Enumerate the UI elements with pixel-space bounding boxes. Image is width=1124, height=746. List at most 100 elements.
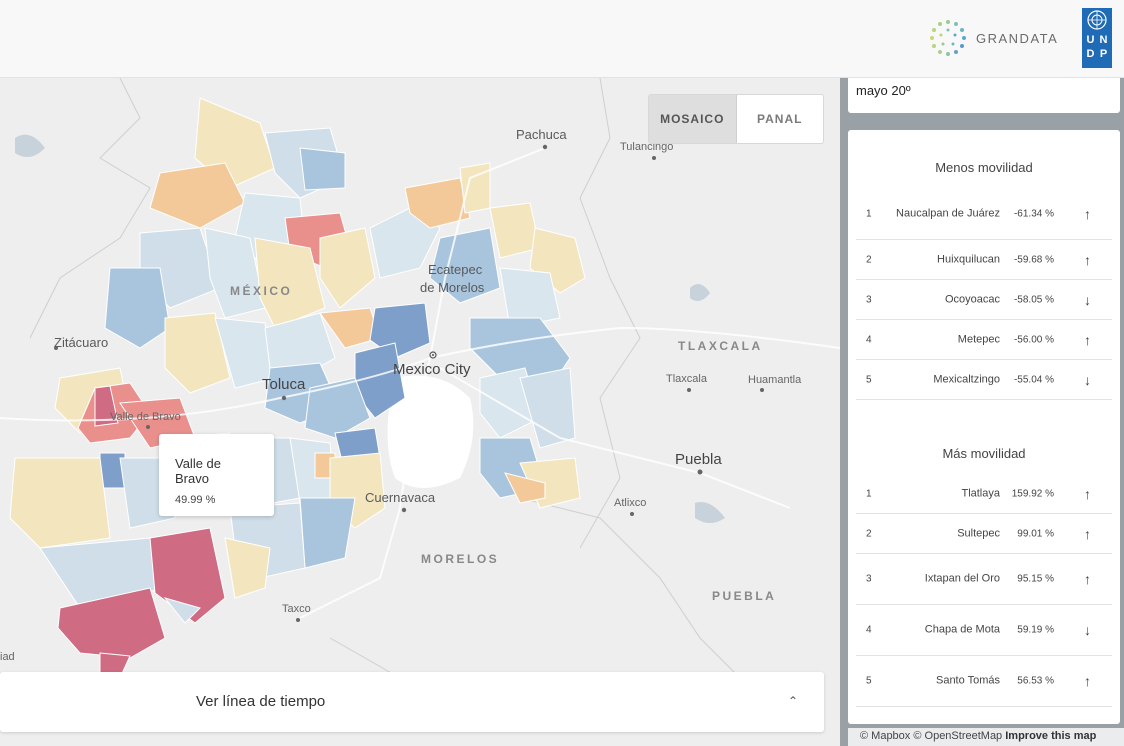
- row-value: 59.19 %: [1017, 624, 1054, 636]
- arrow-up-icon: ↑: [1084, 673, 1091, 689]
- huamantla-marker: [760, 388, 764, 392]
- map-tooltip: Valle de Bravo 49.99 %: [159, 434, 274, 516]
- row-value: -61.34 %: [1013, 208, 1054, 219]
- improve-map-link[interactable]: Improve this map: [1005, 730, 1097, 742]
- row-municipality: Santo Tomás: [935, 674, 1000, 687]
- row-rank: 4: [866, 624, 872, 636]
- panel-button[interactable]: PANAL: [757, 112, 803, 126]
- less-mobility-row[interactable]: 1 Naucalpan de Juárez -61.34 % ↑: [856, 188, 1112, 240]
- tulancingo-marker: [652, 156, 656, 160]
- map-label-tulancingo: Tulancingo: [620, 141, 674, 153]
- map-attribution: © Mapbox © OpenStreetMap Improve this ma…: [848, 728, 1124, 746]
- mosaic-button[interactable]: MOSAICO: [649, 95, 737, 143]
- map-label-tlaxcala-state: TLAXCALA: [678, 339, 763, 353]
- row-rank: 4: [866, 334, 872, 345]
- more-mobility-row[interactable]: 4 Chapa de Mota 59.19 % ↓: [856, 605, 1112, 656]
- row-value: -58.05 %: [1013, 294, 1054, 305]
- tooltip-value: 49.99 %: [175, 494, 216, 506]
- row-rank: 3: [866, 573, 872, 585]
- row-municipality: Ocoyoacac: [944, 293, 1000, 305]
- arrow-up-icon: ↑: [1084, 485, 1091, 502]
- cuernavaca-marker: [401, 507, 407, 513]
- row-municipality: Huixquilucan: [937, 253, 1000, 265]
- arrow-down-icon: ↓: [1084, 371, 1091, 388]
- row-rank: 1: [866, 208, 872, 219]
- arrow-up-icon: ↑: [1084, 251, 1091, 268]
- row-value: 95.15 %: [1017, 573, 1054, 585]
- map-label-pachuca: Pachuca: [516, 127, 567, 142]
- puebla-marker: [697, 469, 703, 475]
- less-mobility-row[interactable]: 3 Ocoyoacac -58.05 % ↓: [856, 280, 1112, 320]
- tooltip-municipality-name: Valle de Bravo: [175, 456, 222, 486]
- arrow-up-icon: ↑: [1084, 205, 1091, 222]
- app-header: GRANDATA U N D P: [0, 0, 1124, 78]
- row-rank: 2: [866, 528, 872, 539]
- map-label-puebla-state: PUEBLA: [712, 589, 777, 603]
- date-label: mayo 20º: [856, 83, 911, 98]
- taxco-marker: [296, 618, 300, 622]
- map-label-puebla: Puebla: [675, 451, 722, 468]
- map-label-ecatepec-2: de Morelos: [420, 280, 485, 295]
- map-label-iad: iad: [0, 651, 15, 663]
- row-rank: 5: [866, 374, 872, 385]
- less-mobility-row[interactable]: 4 Metepec -56.00 % ↑: [856, 320, 1112, 360]
- un-emblem-icon: [1087, 10, 1107, 30]
- map-label-morelos-state: MORELOS: [421, 552, 500, 566]
- map-label-ecatepec: Ecatepec: [428, 262, 483, 277]
- atlixco-marker: [630, 512, 634, 516]
- map-label-tlaxcala: Tlaxcala: [666, 373, 707, 385]
- more-mobility-row[interactable]: 2 Sultepec 99.01 % ↑: [856, 514, 1112, 554]
- map-label-huamantla: Huamantla: [748, 374, 802, 386]
- osm-attribution-link[interactable]: © OpenStreetMap: [913, 730, 1003, 742]
- row-municipality: Naucalpan de Juárez: [896, 207, 1000, 219]
- grandata-logo: GRANDATA: [928, 18, 1058, 58]
- row-rank: 5: [866, 675, 872, 687]
- arrow-down-icon: ↓: [1084, 291, 1091, 308]
- undp-logo: U N D P: [1082, 8, 1112, 68]
- row-municipality: Sultepec: [957, 527, 1000, 539]
- choropleth-map[interactable]: Pachuca Tulancingo MÉXICO Ecatepec de Mo…: [0, 78, 840, 746]
- less-mobility-row[interactable]: 5 Mexicaltzingo -55.04 % ↓: [856, 360, 1112, 400]
- toluca-marker: [281, 395, 287, 401]
- valle-de-bravo-marker: [146, 425, 150, 429]
- chevron-up-icon[interactable]: ⌃: [788, 694, 799, 708]
- row-rank: 3: [866, 294, 872, 305]
- arrow-down-icon: ↓: [1084, 622, 1091, 638]
- timeline-label: Ver línea de tiempo: [196, 693, 326, 710]
- undp-letters: U N D P: [1086, 34, 1108, 60]
- arrow-up-icon: ↑: [1084, 525, 1091, 542]
- map-label-mexico-city: Mexico City: [393, 361, 471, 378]
- more-mobility-row[interactable]: 3 Ixtapan del Oro 95.15 % ↑: [856, 554, 1112, 605]
- mapbox-attribution-link[interactable]: © Mapbox: [860, 730, 911, 742]
- map-label-toluca: Toluca: [262, 376, 306, 393]
- row-rank: 2: [866, 254, 872, 265]
- map-label-atlixco: Atlixco: [614, 497, 647, 509]
- row-municipality: Mexicaltzingo: [933, 373, 1000, 385]
- less-mobility-row[interactable]: 2 Huixquilucan -59.68 % ↑: [856, 240, 1112, 280]
- mexico-city-marker: [429, 351, 437, 359]
- date-card: mayo 20º: [848, 78, 1120, 113]
- grandata-logo-icon: [930, 20, 966, 56]
- row-value: 56.53 %: [1017, 675, 1054, 687]
- row-value: -56.00 %: [1013, 334, 1054, 345]
- less-mobility-title: Menos movilidad: [935, 160, 1033, 175]
- arrow-up-icon: ↑: [1084, 571, 1091, 587]
- more-mobility-row[interactable]: 1 Tlatlaya 159.92 % ↑: [856, 474, 1112, 514]
- arrow-up-icon: ↑: [1084, 331, 1091, 348]
- zitacuaro-marker: [54, 346, 58, 350]
- row-value: 99.01 %: [1017, 528, 1054, 539]
- grandata-brand-name: GRANDATA: [976, 30, 1059, 46]
- row-municipality: Chapa de Mota: [924, 623, 1000, 636]
- view-mode-toggle: MOSAICO PANAL: [648, 94, 824, 144]
- row-value: -55.04 %: [1013, 374, 1054, 385]
- map-label-zitacuaro: Zitácuaro: [54, 335, 109, 350]
- timeline-toggle-bar[interactable]: Ver línea de tiempo ⌃: [0, 672, 824, 732]
- row-municipality: Tlatlaya: [961, 487, 1000, 499]
- row-municipality: Metepec: [957, 333, 1000, 345]
- map-label-mexico-state: MÉXICO: [230, 284, 293, 298]
- more-mobility-row[interactable]: 5 Santo Tomás 56.53 % ↑: [856, 656, 1112, 707]
- tlaxcala-marker: [687, 388, 691, 392]
- row-rank: 1: [866, 488, 872, 499]
- map-label-cuernavaca: Cuernavaca: [365, 490, 436, 505]
- row-municipality: Ixtapan del Oro: [924, 572, 1000, 585]
